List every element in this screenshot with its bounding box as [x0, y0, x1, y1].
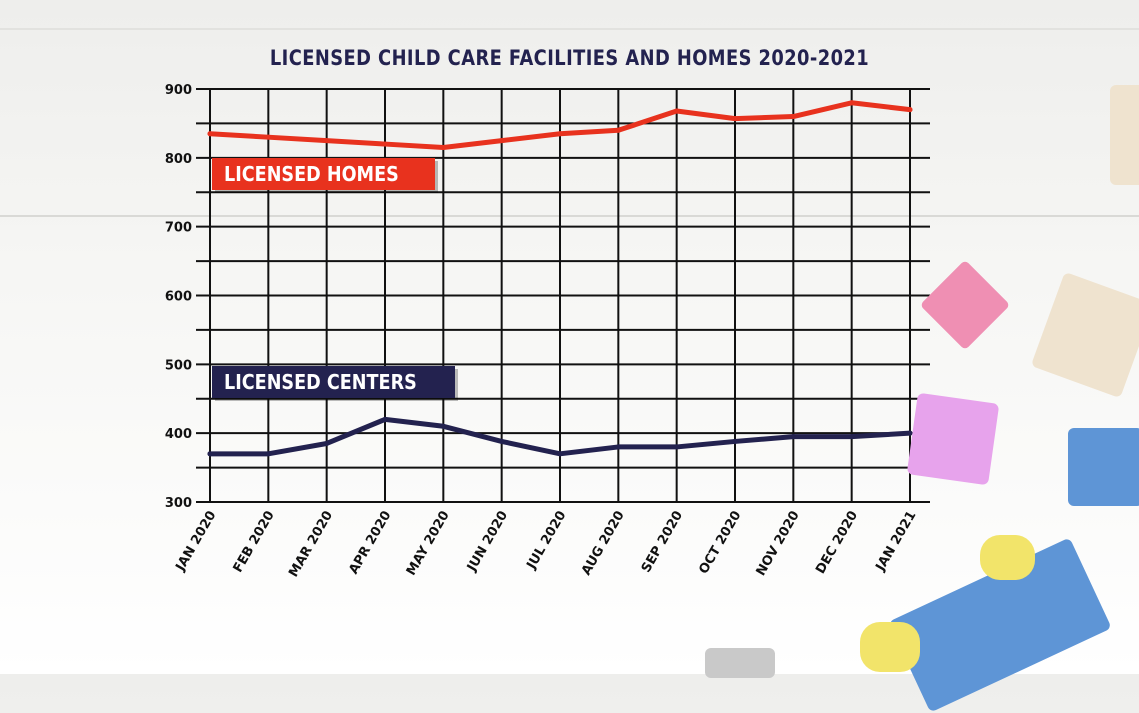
y-tick-label: 500	[165, 358, 192, 373]
data-point	[499, 438, 505, 444]
data-point	[324, 440, 330, 446]
x-tick-label: FEB 2020	[231, 509, 278, 576]
y-tick-label: 800	[165, 152, 192, 167]
series-label-licensed-centers: LICENSED CENTERS	[212, 366, 456, 398]
yellow-wheel	[980, 535, 1035, 580]
x-tick-label: MAY 2020	[404, 509, 453, 579]
data-point	[499, 138, 505, 144]
data-point	[732, 116, 738, 122]
wooden-block	[1110, 85, 1139, 185]
data-point	[849, 434, 855, 440]
series-label-licensed-homes: LICENSED HOMES	[212, 158, 435, 190]
data-point	[207, 451, 213, 457]
x-tick-label: SEP 2020	[639, 509, 686, 576]
data-point	[557, 131, 563, 137]
data-point	[907, 107, 913, 113]
x-tick-label: AUG 2020	[579, 509, 628, 579]
yellow-wheel	[860, 622, 920, 672]
data-point	[557, 451, 563, 457]
data-point	[790, 114, 796, 120]
background-plank-seam	[0, 28, 1139, 30]
x-tick-label: NOV 2020	[754, 509, 803, 579]
grey-lego-brick	[705, 648, 775, 678]
x-tick-label: JUN 2020	[464, 508, 511, 574]
data-point	[207, 131, 213, 137]
data-point	[440, 145, 446, 151]
x-tick-label: MAR 2020	[286, 509, 336, 580]
data-point	[615, 127, 621, 133]
data-point	[265, 134, 271, 140]
line-chart: 300 400 500 600 700 800 900 JAN 2020 FEB 2020 MAR…	[165, 83, 930, 580]
background-plank-seam	[0, 215, 1139, 217]
violet-lego-brick	[906, 392, 1000, 486]
y-tick-label: 400	[165, 427, 192, 442]
data-point	[324, 138, 330, 144]
data-point	[674, 108, 680, 114]
data-point	[265, 451, 271, 457]
data-point	[382, 141, 388, 147]
blue-lego-brick	[1068, 428, 1139, 506]
x-tick-label: APR 2020	[346, 509, 394, 577]
data-point	[849, 100, 855, 106]
x-tick-label: OCT 2020	[696, 509, 744, 577]
data-point	[790, 434, 796, 440]
x-tick-label: JUL 2020	[524, 509, 570, 573]
data-point	[382, 416, 388, 422]
y-tick-label: 900	[165, 83, 192, 98]
y-tick-label: 300	[165, 496, 192, 511]
data-point	[732, 438, 738, 444]
y-tick-label: 600	[165, 290, 192, 305]
x-tick-label: DEC 2020	[813, 509, 861, 577]
chart-title: LICENSED CHILD CARE FACILITIES AND HOMES…	[269, 46, 870, 70]
x-tick-label: JAN 2021	[873, 509, 920, 575]
data-point	[615, 444, 621, 450]
x-tick-label: JAN 2020	[173, 509, 220, 575]
y-tick-label: 700	[165, 221, 192, 236]
data-point	[674, 444, 680, 450]
data-point	[440, 423, 446, 429]
